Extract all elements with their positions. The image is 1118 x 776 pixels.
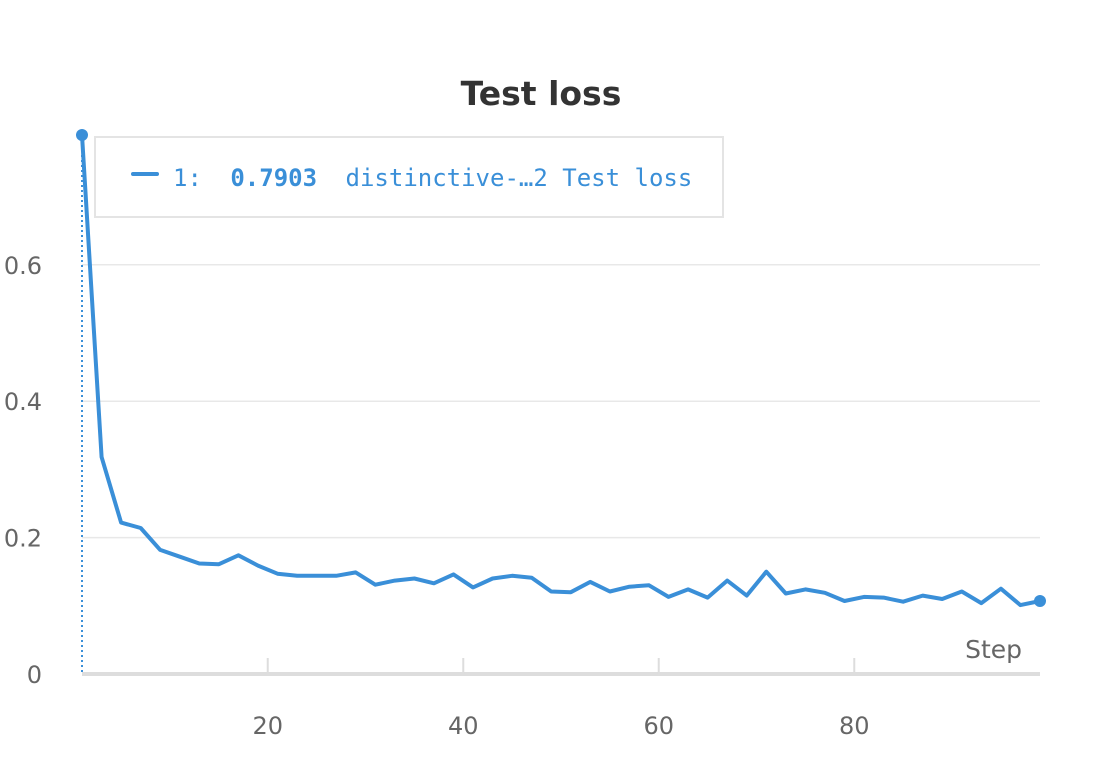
end-point-marker: [1034, 595, 1046, 608]
grid-layer: [82, 264, 1040, 539]
chart-title: Test loss: [461, 74, 622, 113]
y-tick-label: 0.6: [4, 252, 42, 280]
y-tick-label: 0: [27, 661, 42, 689]
x-tick-label: 20: [252, 712, 283, 740]
legend-index: 1:: [173, 164, 202, 192]
legend[interactable]: 1: 0.7903 distinctive-…2 Test loss: [94, 136, 724, 218]
axis-layer: [82, 658, 1040, 676]
y-tick-label: 0.2: [4, 525, 42, 553]
text-layer: Test loss Step 0 0.2 0.4 0.6 20 40 60 80: [4, 74, 1022, 740]
x-tick-label: 40: [448, 712, 479, 740]
legend-box: [94, 136, 724, 218]
x-axis-label: Step: [965, 635, 1022, 664]
hover-point-marker: [76, 129, 88, 141]
x-tick-label: 60: [643, 712, 674, 740]
series-line: [80, 133, 1042, 608]
legend-entry: 1: 0.7903 distinctive-…2 Test loss: [173, 164, 692, 192]
legend-series-name: distinctive-…2 Test loss: [346, 164, 693, 192]
series-layer: [76, 129, 1046, 674]
y-tick-label: 0.4: [4, 388, 42, 416]
legend-value: 0.7903: [230, 164, 317, 192]
x-tick-label: 80: [839, 712, 870, 740]
